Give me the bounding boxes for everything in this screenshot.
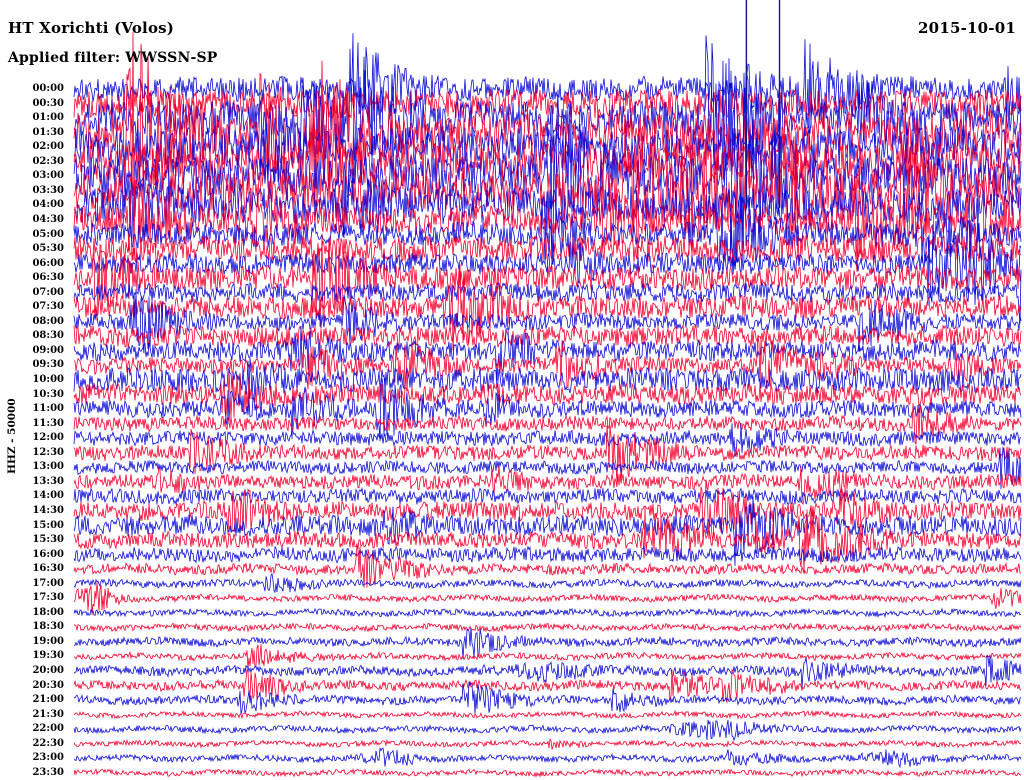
trace-14:00: [73, 487, 1022, 506]
time-label: 12:00: [32, 432, 64, 444]
time-label: 03:00: [32, 170, 64, 182]
channel-scale-label: HHZ - 50000: [6, 398, 18, 474]
time-label: 07:00: [32, 286, 64, 298]
time-label: 21:30: [32, 708, 64, 720]
time-label: 20:30: [32, 679, 64, 691]
trace-07:30: [73, 264, 1022, 351]
time-label: 21:00: [32, 694, 64, 706]
trace-08:00: [73, 289, 1022, 354]
trace-21:00: [73, 681, 1022, 715]
trace-06:00: [73, 219, 1022, 307]
trace-22:00: [73, 719, 1022, 742]
trace-08:30: [73, 324, 1022, 349]
time-label: 06:00: [32, 257, 64, 269]
time-label: 05:30: [32, 243, 64, 255]
time-label: 18:00: [32, 606, 64, 618]
time-label: 08:30: [32, 330, 64, 342]
trace-05:30: [73, 233, 1022, 265]
trace-10:30: [73, 371, 1022, 418]
trace-18:30: [73, 622, 1022, 633]
time-label: 04:00: [32, 199, 64, 211]
time-label: 03:30: [32, 184, 64, 196]
trace-20:00: [73, 654, 1022, 688]
trace-17:00: [73, 572, 1022, 594]
time-label: 17:30: [32, 592, 64, 604]
trace-11:00: [73, 377, 1022, 442]
trace-11:30: [73, 403, 1022, 445]
trace-07:00: [73, 269, 1022, 324]
record-date: 2015-10-01: [918, 19, 1016, 37]
trace-19:00: [73, 627, 1022, 659]
trace-04:30: [73, 178, 1022, 272]
time-label: 20:00: [32, 665, 64, 676]
filter-label: Applied filter: WWSSN-SP: [8, 50, 218, 66]
time-label: 01:00: [32, 112, 64, 124]
time-label: 16:30: [32, 563, 64, 575]
time-label: 10:30: [32, 388, 64, 400]
trace-09:30: [73, 334, 1022, 391]
time-label: 02:00: [32, 141, 64, 153]
time-label: 19:30: [32, 650, 64, 662]
trace-20:30: [73, 668, 1022, 704]
time-label: 16:00: [32, 548, 64, 560]
trace-16:30: [73, 545, 1022, 588]
time-label: 22:30: [32, 737, 64, 749]
time-label: 15:00: [32, 519, 64, 531]
time-label: 10:00: [32, 374, 64, 385]
trace-13:00: [73, 445, 1022, 490]
time-label: 22:00: [32, 723, 64, 735]
time-label: 06:30: [32, 272, 64, 284]
trace-00:00: [73, 39, 1022, 139]
time-label: 08:00: [32, 315, 64, 327]
trace-12:30: [73, 425, 1022, 483]
time-label: 11:00: [32, 403, 64, 415]
time-label: 18:30: [32, 621, 64, 633]
time-label: 00:00: [32, 83, 64, 94]
trace-16:00: [73, 545, 1022, 565]
time-label: 05:00: [32, 228, 64, 240]
trace-09:00: [73, 325, 1022, 381]
time-label: 11:30: [32, 417, 64, 429]
trace-06:30: [73, 234, 1022, 327]
time-label: 23:00: [32, 752, 64, 764]
time-label: 12:30: [32, 446, 64, 458]
time-label: 14:30: [32, 504, 64, 516]
trace-02:30: [73, 113, 1022, 208]
time-label: 00:30: [32, 97, 64, 109]
trace-00:30: [73, 88, 1022, 120]
time-label: 07:30: [32, 301, 64, 313]
time-label: 13:30: [32, 475, 64, 487]
trace-15:00: [73, 496, 1022, 566]
time-label: 14:00: [32, 490, 64, 502]
trace-15:30: [73, 506, 1022, 573]
trace-19:30: [73, 644, 1022, 669]
trace-12:00: [73, 423, 1022, 458]
station-title: HT Xorichti (Volos): [8, 19, 175, 37]
trace-03:00: [73, 87, 1022, 266]
time-label: 09:30: [32, 359, 64, 371]
trace-23:00: [73, 746, 1022, 769]
time-label: 09:00: [32, 344, 64, 356]
trace-23:30: [73, 767, 1022, 778]
trace-10:00: [73, 357, 1022, 404]
time-label: 13:00: [32, 461, 64, 473]
trace-22:30: [73, 738, 1022, 750]
time-label: 19:00: [32, 635, 64, 647]
trace-04:00: [73, 170, 1022, 240]
time-label: 04:30: [32, 213, 64, 225]
time-label: 17:00: [32, 577, 64, 589]
trace-21:30: [73, 709, 1022, 720]
time-label: 01:30: [32, 126, 64, 138]
time-label: 02:30: [32, 155, 64, 167]
time-label: 15:30: [32, 534, 64, 546]
trace-13:30: [73, 465, 1022, 506]
trace-17:30: [73, 582, 1022, 616]
time-label: 23:30: [32, 766, 64, 778]
trace-18:00: [73, 607, 1022, 619]
